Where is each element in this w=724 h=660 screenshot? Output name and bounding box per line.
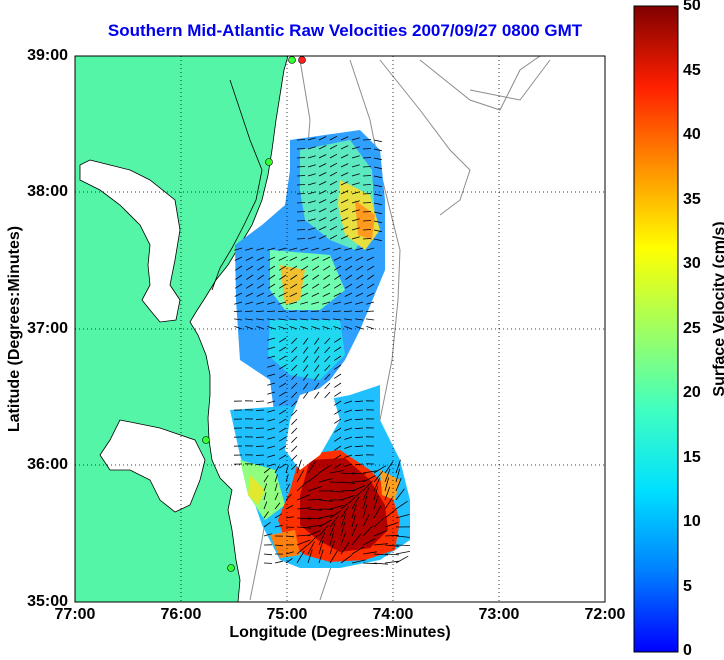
x-axis-label: Longitude (Degrees:Minutes)	[75, 624, 605, 642]
x-tick-label: 73:00	[469, 606, 529, 624]
velocity-arrow	[297, 167, 305, 168]
velocity-arrow	[297, 185, 305, 186]
velocity-arrow	[256, 437, 264, 438]
velocity-arrow	[297, 239, 305, 240]
x-tick-label: 75:00	[257, 606, 317, 624]
velocity-arrow	[297, 158, 305, 159]
velocity-arrow	[297, 140, 305, 141]
velocity-arrow	[256, 464, 264, 465]
radar-station	[289, 57, 296, 64]
velocity-arrow	[363, 203, 371, 204]
velocity-arrow	[363, 149, 371, 150]
colorbar-tick: 15	[683, 449, 701, 467]
velocity-arrow	[297, 212, 305, 213]
velocity-arrow	[363, 176, 371, 177]
velocity-arrow	[256, 410, 264, 411]
velocity-arrow	[363, 239, 371, 240]
y-tick-label: 38:00	[8, 183, 68, 201]
velocity-arrow	[363, 167, 371, 168]
colorbar-tick: 40	[683, 126, 701, 144]
velocity-arrow	[256, 446, 264, 447]
colorbar-tick: 30	[683, 255, 701, 273]
radar-station	[266, 159, 273, 166]
velocity-arrow	[363, 140, 371, 141]
colorbar-tick: 20	[683, 384, 701, 402]
radar-station	[228, 565, 235, 572]
velocity-arrow	[363, 185, 371, 186]
x-tick-label: 76:00	[151, 606, 211, 624]
velocity-arrow	[363, 158, 371, 159]
colorbar-tick: 10	[683, 513, 701, 531]
x-tick-label: 77:00	[45, 606, 105, 624]
velocity-arrow	[297, 203, 305, 204]
radar-station	[203, 437, 210, 444]
velocity-arrow	[363, 212, 371, 213]
y-tick-label: 36:00	[8, 456, 68, 474]
radar-station-active	[299, 57, 306, 64]
colorbar-tick: 25	[683, 320, 701, 338]
velocity-arrow	[256, 455, 264, 456]
velocity-arrow	[363, 221, 371, 222]
colorbar-tick: 0	[683, 642, 692, 660]
colorbar-tick: 35	[683, 191, 701, 209]
colorbar-label: Surface Velocity (cm/s)	[711, 189, 724, 429]
velocity-arrow	[256, 428, 264, 429]
y-tick-label: 39:00	[8, 47, 68, 65]
velocity-arrow	[297, 149, 305, 150]
velocity-arrow	[297, 194, 305, 195]
velocity-arrow	[363, 194, 371, 195]
velocity-arrow	[297, 230, 305, 231]
colorbar-tick: 50	[683, 0, 701, 15]
y-axis-label: Latitude (Degrees:Minutes)	[6, 214, 24, 444]
velocity-arrow	[256, 419, 264, 420]
velocity-arrow	[297, 176, 305, 177]
x-tick-label: 72:00	[575, 606, 635, 624]
colorbar-tick: 45	[683, 62, 701, 80]
colorbar-tick: 5	[683, 578, 692, 596]
colorbar	[634, 6, 678, 652]
velocity-arrow	[256, 401, 264, 402]
velocity-arrow	[297, 221, 305, 222]
velocity-arrow	[396, 545, 410, 546]
velocity-arrow	[363, 230, 371, 231]
x-tick-label: 74:00	[363, 606, 423, 624]
